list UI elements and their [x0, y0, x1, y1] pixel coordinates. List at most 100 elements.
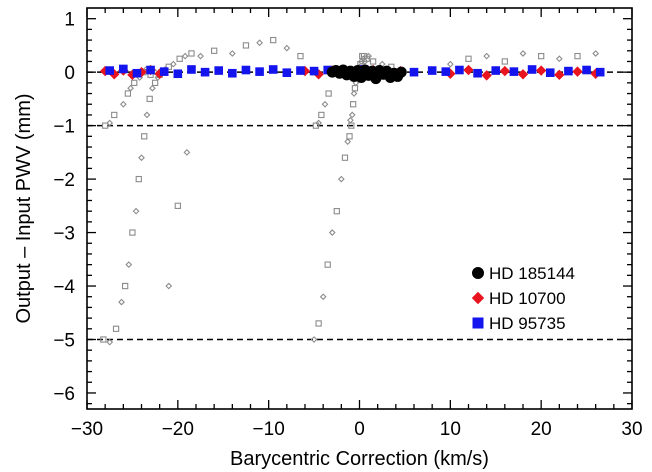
grey-trial-point [350, 90, 358, 97]
hd95735-point [527, 65, 537, 74]
hd95735-point [409, 67, 419, 77]
grey-trial-point [102, 122, 109, 129]
grey-trial-point [349, 101, 357, 108]
x-tick-label: 20 [531, 419, 552, 440]
grey-trial-point [122, 282, 129, 290]
legend-marker [471, 291, 485, 305]
hd95735-point [214, 66, 224, 75]
grey-trial-point [315, 119, 323, 127]
grey-trial-point [483, 52, 491, 60]
hd10700-point [463, 64, 474, 76]
hd95735-point [268, 65, 278, 74]
grey-trial-point [151, 79, 159, 87]
grey-trial-point [143, 111, 151, 119]
grey-trial-point [270, 36, 277, 44]
grey-trial-point [315, 320, 322, 327]
grey-trial-point [125, 261, 133, 269]
grey-trial-point [348, 111, 356, 119]
grey-trial-point [574, 52, 581, 60]
grey-trial-point [328, 229, 336, 236]
grey-trial-point [352, 79, 360, 87]
hd10700-point [535, 65, 547, 76]
hd95735-point [427, 66, 437, 75]
grey-trial-point [176, 55, 183, 62]
hd10700-point [499, 65, 511, 77]
y-tick-label: −6 [53, 384, 75, 405]
grey-trial-point [324, 261, 331, 268]
grey-trial-point [501, 58, 508, 65]
hd95735-point [255, 67, 264, 76]
hd95735-point [296, 66, 305, 75]
grey-trial-point [319, 293, 327, 301]
hd95735-point [132, 68, 142, 78]
grey-trial-point [228, 50, 236, 57]
grey-trial-point [344, 138, 352, 146]
grey-trial-point [111, 111, 118, 119]
grey-trial-point [174, 202, 181, 209]
hd10700-point [572, 66, 583, 77]
grey-trial-point [592, 50, 600, 57]
y-tick-label: −3 [53, 224, 75, 245]
grey-trial-point [141, 133, 148, 140]
x-tick-label: 30 [621, 419, 642, 440]
grey-trial-point [519, 50, 527, 57]
grey-trial-point [369, 58, 377, 65]
hd10700-point [481, 70, 492, 81]
hd10700-point [554, 69, 565, 81]
grey-trial-point [119, 100, 127, 108]
hd95735-point [105, 66, 115, 75]
y-tick-label: −5 [53, 330, 75, 351]
hd95735-point [146, 65, 155, 75]
grey-trial-point [129, 229, 136, 236]
legend-label: HD 185144 [489, 264, 575, 283]
grey-trial-point [297, 52, 304, 60]
x-tick-label: −10 [253, 419, 285, 440]
grey-trial-point [333, 208, 340, 215]
grey-trial-point [135, 175, 142, 183]
grey-trial-point [538, 52, 545, 60]
hd95735-point [187, 65, 196, 74]
grey-trial-point [132, 207, 140, 215]
grey-trial-point [197, 52, 204, 60]
grey-trial-point [106, 119, 114, 127]
grey-trial-point [446, 60, 454, 68]
y-tick-labels: −6 −5 −4 −3 −2 −1 0 1 [53, 10, 75, 405]
grey-trial-point [365, 52, 372, 60]
hd95735-point [491, 66, 501, 75]
y-tick-label: 0 [64, 63, 75, 84]
hd95735-point [473, 68, 482, 78]
grey-trial-point [346, 133, 353, 140]
grey-trial-point [341, 154, 349, 161]
grey-trial-point [351, 85, 359, 92]
grey-trial-point [325, 90, 332, 97]
hd95735-point [545, 68, 555, 77]
grey-trial-point [555, 55, 563, 63]
hd95735-point [564, 66, 573, 76]
grey-trial-point [361, 58, 369, 65]
y-tick-label: −1 [53, 117, 75, 138]
grey-trial-point [337, 175, 345, 183]
hd95735-point [595, 67, 605, 77]
x-tick-label: −20 [162, 419, 194, 440]
axis-ticks [86, 8, 633, 409]
x-tick-labels: −30 −20 −10 0 10 20 30 [71, 419, 643, 440]
y-tick-label: 1 [64, 10, 75, 31]
x-tick-label: 10 [440, 419, 461, 440]
grey-trial-point [321, 100, 329, 108]
hd95735-point [282, 68, 292, 77]
hd95735-point [455, 65, 464, 75]
hd95735-point [509, 67, 519, 76]
hd95735-point [582, 65, 591, 75]
legend-marker [472, 267, 484, 279]
grey-trial-point [256, 39, 263, 47]
grey-trial-point [100, 336, 107, 343]
grey-trial-point [149, 84, 156, 92]
x-tick-label: −30 [71, 419, 103, 440]
grey-trial-point [348, 122, 355, 129]
grey-trial-point [283, 44, 291, 52]
grey-trial-point [242, 42, 250, 49]
x-tick-label: 0 [354, 419, 365, 440]
hd185144-point [395, 66, 407, 78]
